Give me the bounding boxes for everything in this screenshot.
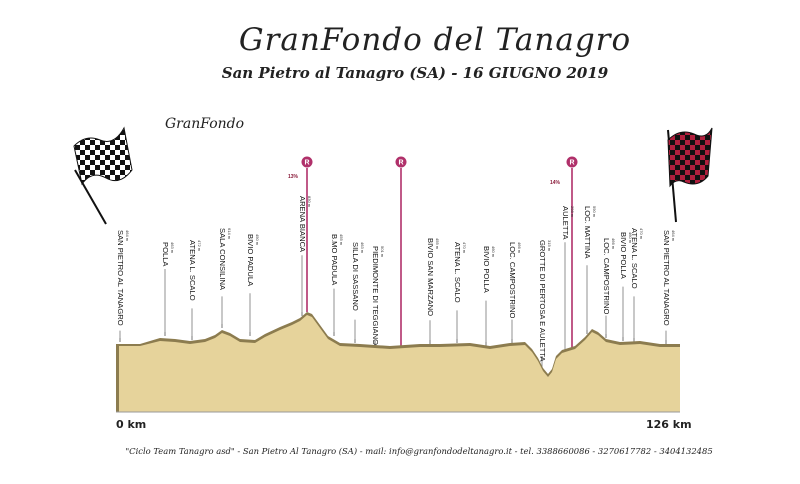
place-label: LOC. CAMPOSTRINO (508, 242, 517, 318)
place-altitude: 464 m (125, 230, 130, 242)
place-altitude: 460 m (628, 232, 633, 244)
place-label: BIVIO POLLA (619, 232, 628, 280)
place-label: GROTTE DI PERTOSA E AULETTA (538, 240, 547, 362)
event-title: GranFondo del Tanagro (238, 22, 632, 58)
place-label: PIEDIMONTE DI TEGGIANO (371, 246, 380, 345)
place-altitude: 450 m (255, 234, 260, 246)
place-label: ARENA BIANCA (298, 196, 307, 253)
place-altitude: 830 m (307, 196, 312, 208)
footer-contact: "Ciclo Team Tanagro asd" - San Pietro Al… (125, 446, 713, 456)
place-altitude: 298 m (570, 206, 575, 218)
place-altitude: 472 m (197, 240, 202, 252)
place-altitude: 463 m (360, 242, 365, 254)
place-altitude: 455 m (435, 238, 440, 250)
refreshment-marker-icon (566, 156, 578, 168)
place-altitude: 614 m (227, 228, 232, 240)
refreshment-marker-label: R (304, 160, 309, 167)
place-altitude: 455 m (339, 234, 344, 246)
finish-flag-icon (667, 127, 713, 223)
axis-end-label: 126 km (646, 418, 692, 431)
place-label: LOC. MATTINA (583, 206, 592, 260)
route-label: GranFondo (165, 116, 245, 132)
place-label: SAN PIETRO AL TANAGRO (662, 230, 671, 326)
place-altitude: 466 m (517, 242, 522, 254)
place-label: SAN PIETRO AL TANAGRO (116, 230, 125, 326)
terrain-fill (119, 315, 680, 412)
place-altitude: 460 m (491, 246, 496, 258)
place-altitude: 470 m (462, 242, 467, 254)
grade-label-1: 13% (288, 174, 299, 180)
place-label: AULETTA (561, 206, 570, 241)
place-label: POLLA (161, 242, 170, 267)
place-altitude: 470 m (639, 228, 644, 240)
place-altitude: 590 m (592, 206, 597, 218)
place-altitude: 463 m (170, 242, 175, 254)
event-subtitle: San Pietro al Tanagro (SA) - 16 GIUGNO 2… (221, 64, 609, 82)
place-altitude: 466 m (611, 238, 616, 250)
place-altitude: 315 m (547, 240, 552, 252)
place-label: SILLA DI SASSANO (351, 242, 360, 311)
place-label: BIVIO SAN MARZANO (426, 238, 435, 316)
place-label: BIVIO POLLA (482, 246, 491, 294)
place-label: ATENA L. SCALO (453, 242, 462, 303)
place-label: ATENA L. SCALO (630, 228, 639, 289)
place-label: BIVIO PADULA (246, 234, 255, 287)
start-flag-icon (73, 126, 133, 225)
grade-label-2: 14% (550, 180, 561, 186)
refreshment-marker-label: R (569, 160, 574, 167)
place-label: B.MO PADULA (330, 234, 339, 286)
refreshment-marker-label: R (398, 160, 403, 167)
place-label: SALA CONSILINA (218, 228, 227, 291)
place-altitude: 464 m (671, 230, 676, 242)
place-altitude: 501 m (380, 246, 385, 258)
axis-start-label: 0 km (116, 418, 147, 431)
place-label: ATENA L. SCALO (188, 240, 197, 301)
place-label: LOC. CAMPOSTRINO (602, 238, 611, 314)
refreshment-marker-icon (301, 156, 313, 168)
refreshment-marker-icon (395, 156, 407, 168)
